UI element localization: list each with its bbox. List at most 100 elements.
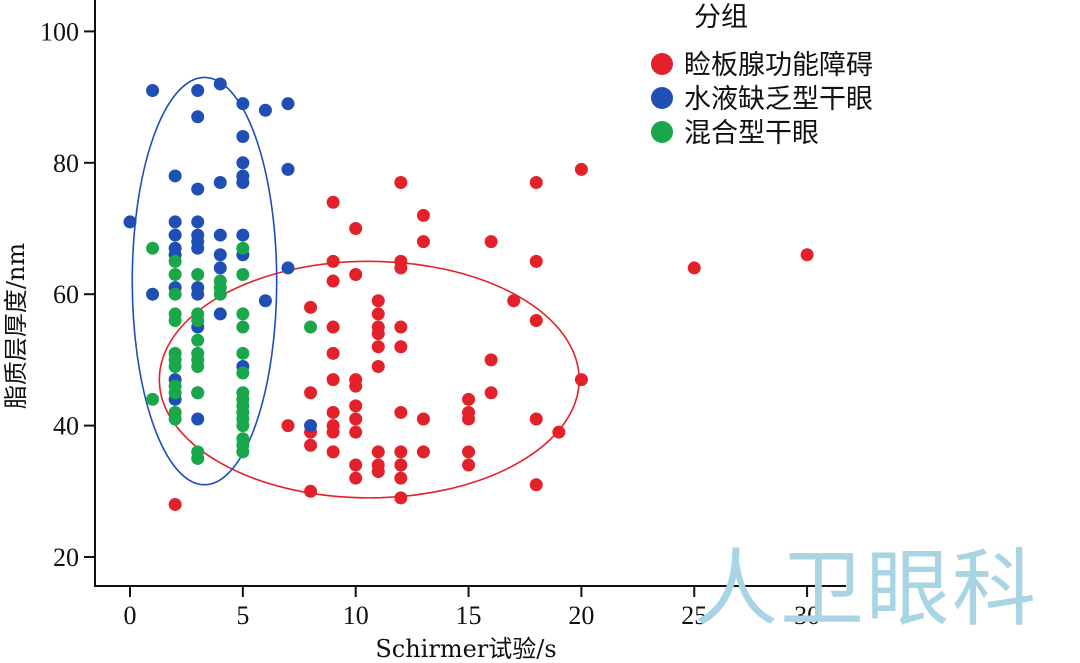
point-series-2 bbox=[191, 412, 205, 426]
legend-title: 分组 bbox=[694, 2, 748, 33]
point-series-2 bbox=[146, 287, 160, 301]
point-series-2 bbox=[168, 169, 182, 183]
point-series-2 bbox=[213, 176, 227, 190]
point-series-2 bbox=[213, 77, 227, 91]
point-series-1 bbox=[687, 261, 701, 275]
legend-label-1: 睑板腺功能障碍 bbox=[684, 50, 873, 81]
point-series-2 bbox=[123, 215, 137, 229]
point-series-1 bbox=[529, 254, 543, 268]
point-series-2 bbox=[236, 97, 250, 111]
point-series-1 bbox=[349, 399, 363, 413]
point-series-1 bbox=[800, 248, 814, 262]
point-series-3 bbox=[191, 267, 205, 281]
point-series-3 bbox=[168, 313, 182, 327]
watermark: 人卫眼科 bbox=[694, 540, 1038, 638]
point-series-1 bbox=[484, 353, 498, 367]
point-series-1 bbox=[552, 425, 566, 439]
point-series-1 bbox=[394, 471, 408, 485]
point-series-2 bbox=[304, 419, 318, 433]
point-series-2 bbox=[281, 261, 295, 275]
point-series-1 bbox=[529, 176, 543, 190]
y-tick-label: 40 bbox=[53, 412, 79, 441]
point-series-1 bbox=[304, 484, 318, 498]
point-series-1 bbox=[326, 254, 340, 268]
point-series-1 bbox=[326, 373, 340, 387]
y-tick-label: 20 bbox=[53, 543, 79, 572]
point-series-1 bbox=[529, 412, 543, 426]
point-series-1 bbox=[416, 235, 430, 249]
point-series-1 bbox=[507, 294, 521, 308]
point-series-1 bbox=[394, 340, 408, 354]
point-series-1 bbox=[349, 471, 363, 485]
point-series-1 bbox=[326, 274, 340, 288]
point-series-2 bbox=[258, 103, 272, 117]
point-series-1 bbox=[462, 445, 476, 459]
point-series-3 bbox=[191, 313, 205, 327]
point-series-1 bbox=[349, 379, 363, 393]
point-series-3 bbox=[168, 412, 182, 426]
point-series-1 bbox=[304, 300, 318, 314]
point-series-2 bbox=[146, 84, 160, 98]
point-series-3 bbox=[191, 359, 205, 373]
point-series-2 bbox=[168, 228, 182, 242]
point-series-2 bbox=[281, 162, 295, 176]
x-tick-label: 25 bbox=[681, 601, 707, 630]
point-series-1 bbox=[484, 386, 498, 400]
y-tick-label: 60 bbox=[53, 280, 79, 309]
point-series-1 bbox=[371, 307, 385, 321]
point-series-3 bbox=[191, 451, 205, 465]
x-tick-label: 20 bbox=[568, 601, 594, 630]
point-series-1 bbox=[326, 346, 340, 360]
point-series-2 bbox=[281, 97, 295, 111]
x-tick-label: 5 bbox=[236, 601, 249, 630]
point-series-1 bbox=[371, 340, 385, 354]
data-points bbox=[123, 77, 814, 511]
y-tick-label: 100 bbox=[40, 17, 79, 46]
point-series-2 bbox=[236, 156, 250, 170]
point-series-1 bbox=[529, 478, 543, 492]
point-series-2 bbox=[191, 287, 205, 301]
point-series-1 bbox=[462, 412, 476, 426]
point-series-2 bbox=[213, 261, 227, 275]
point-series-1 bbox=[326, 405, 340, 419]
point-series-1 bbox=[484, 235, 498, 249]
point-series-2 bbox=[213, 248, 227, 262]
point-series-3 bbox=[191, 333, 205, 347]
point-series-3 bbox=[213, 287, 227, 301]
point-series-3 bbox=[168, 386, 182, 400]
legend-label-2: 水液缺乏型干眼 bbox=[684, 84, 873, 115]
point-series-1 bbox=[281, 419, 295, 433]
point-series-1 bbox=[349, 222, 363, 235]
point-series-1 bbox=[304, 438, 318, 452]
point-series-1 bbox=[394, 320, 408, 334]
point-series-1 bbox=[371, 445, 385, 459]
point-series-1 bbox=[416, 445, 430, 459]
point-series-1 bbox=[371, 294, 385, 308]
x-tick-label: 30 bbox=[794, 601, 820, 630]
point-series-1 bbox=[349, 412, 363, 426]
point-series-3 bbox=[236, 307, 250, 321]
point-series-2 bbox=[236, 130, 250, 144]
point-series-3 bbox=[236, 346, 250, 360]
point-series-1 bbox=[168, 497, 182, 511]
point-series-2 bbox=[191, 110, 205, 124]
point-series-2 bbox=[191, 215, 205, 229]
point-series-3 bbox=[168, 359, 182, 373]
y-axis-title: 脂质层厚度/nm bbox=[2, 243, 30, 410]
point-series-2 bbox=[236, 228, 250, 242]
point-series-3 bbox=[236, 267, 250, 281]
point-series-1 bbox=[326, 320, 340, 334]
point-series-1 bbox=[326, 425, 340, 439]
point-series-2 bbox=[191, 182, 205, 196]
x-axis-title: Schirmer试验/s bbox=[375, 635, 556, 663]
point-series-1 bbox=[394, 445, 408, 459]
point-series-3 bbox=[236, 366, 250, 380]
legend-marker-3 bbox=[651, 121, 673, 143]
point-series-2 bbox=[168, 215, 182, 229]
point-series-3 bbox=[236, 419, 250, 433]
point-series-1 bbox=[371, 465, 385, 479]
point-series-3 bbox=[168, 267, 182, 281]
point-series-1 bbox=[371, 359, 385, 373]
